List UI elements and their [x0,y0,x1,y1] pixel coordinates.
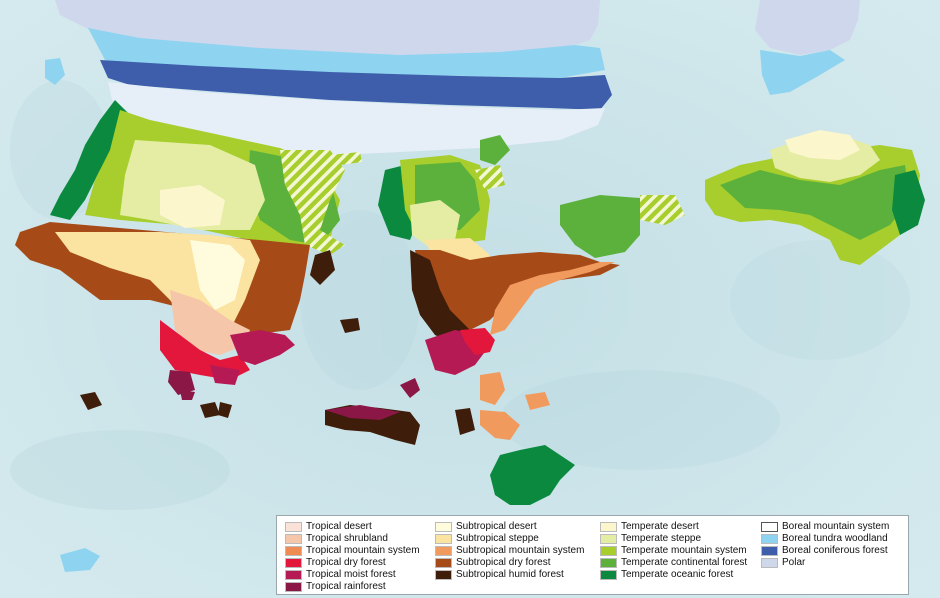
legend-label: Subtropical mountain system [456,545,585,556]
legend-item: Subtropical mountain system [435,544,584,557]
legend-swatch [285,533,302,544]
legend-label: Temperate mountain system [621,545,747,556]
legend-item: Tropical moist forest [285,568,396,581]
legend-label: Tropical moist forest [306,569,396,580]
legend-swatch [600,557,617,568]
east-continent [705,130,925,265]
legend-label: Subtropical steppe [456,533,539,544]
legend-swatch [435,545,452,556]
boreal-mountain-system [108,82,605,156]
legend-swatch [761,545,778,556]
legend-swatch [435,533,452,544]
legend-label: Subtropical desert [456,521,537,532]
legend-label: Tropical dry forest [306,557,386,568]
legend-item: Temperate desert [600,520,699,533]
legend-label: Tropical shrubland [306,533,388,544]
legend-label: Temperate steppe [621,533,702,544]
legend-swatch [600,545,617,556]
legend-item: Temperate steppe [600,532,701,545]
legend-label: Subtropical humid forest [456,569,564,580]
legend-label: Subtropical dry forest [456,557,551,568]
legend-swatch [600,521,617,532]
legend-swatch [761,533,778,544]
legend-item: Tropical rainforest [285,580,386,593]
legend-label: Polar [782,557,806,568]
central-continent [325,135,685,505]
legend-swatch [600,533,617,544]
legend-item: Boreal mountain system [761,520,889,533]
legend-item: Tropical shrubland [285,532,388,545]
legend-swatch [761,557,778,568]
legend-swatch [285,557,302,568]
legend-item: Boreal tundra woodland [761,532,888,545]
legend-label: Boreal mountain system [782,521,890,532]
legend-item: Temperate mountain system [600,544,747,557]
legend-item: Subtropical dry forest [435,556,551,569]
legend-label: Temperate oceanic forest [621,569,734,580]
legend-item: Subtropical desert [435,520,537,533]
legend-item: Tropical dry forest [285,556,386,569]
legend-label: Temperate continental forest [621,557,748,568]
legend-label: Tropical desert [306,521,372,532]
legend-label: Tropical rainforest [306,581,386,592]
legend-item: Tropical desert [285,520,372,533]
map-legend: Tropical desert Tropical shrubland Tropica… [276,515,909,595]
legend-swatch [285,545,302,556]
legend-swatch [435,569,452,580]
legend-swatch [435,521,452,532]
legend-item: Polar [761,556,805,569]
legend-item: Boreal coniferous forest [761,544,888,557]
legend-item: Temperate continental forest [600,556,747,569]
legend-swatch [285,569,302,580]
legend-label: Boreal coniferous forest [782,545,888,556]
boreal-coniferous-forest [100,60,612,110]
legend-swatch [600,569,617,580]
legend-item: Tropical mountain system [285,544,420,557]
legend-label: Boreal tundra woodland [782,533,888,544]
legend-item: Subtropical steppe [435,532,539,545]
legend-item: Temperate oceanic forest [600,568,733,581]
legend-label: Temperate desert [621,521,699,532]
legend-label: Tropical mountain system [306,545,420,556]
legend-swatch [435,557,452,568]
legend-swatch [285,521,302,532]
legend-item: Subtropical humid forest [435,568,564,581]
legend-swatch [285,581,302,592]
north-america [15,100,362,418]
legend-swatch [761,521,778,532]
